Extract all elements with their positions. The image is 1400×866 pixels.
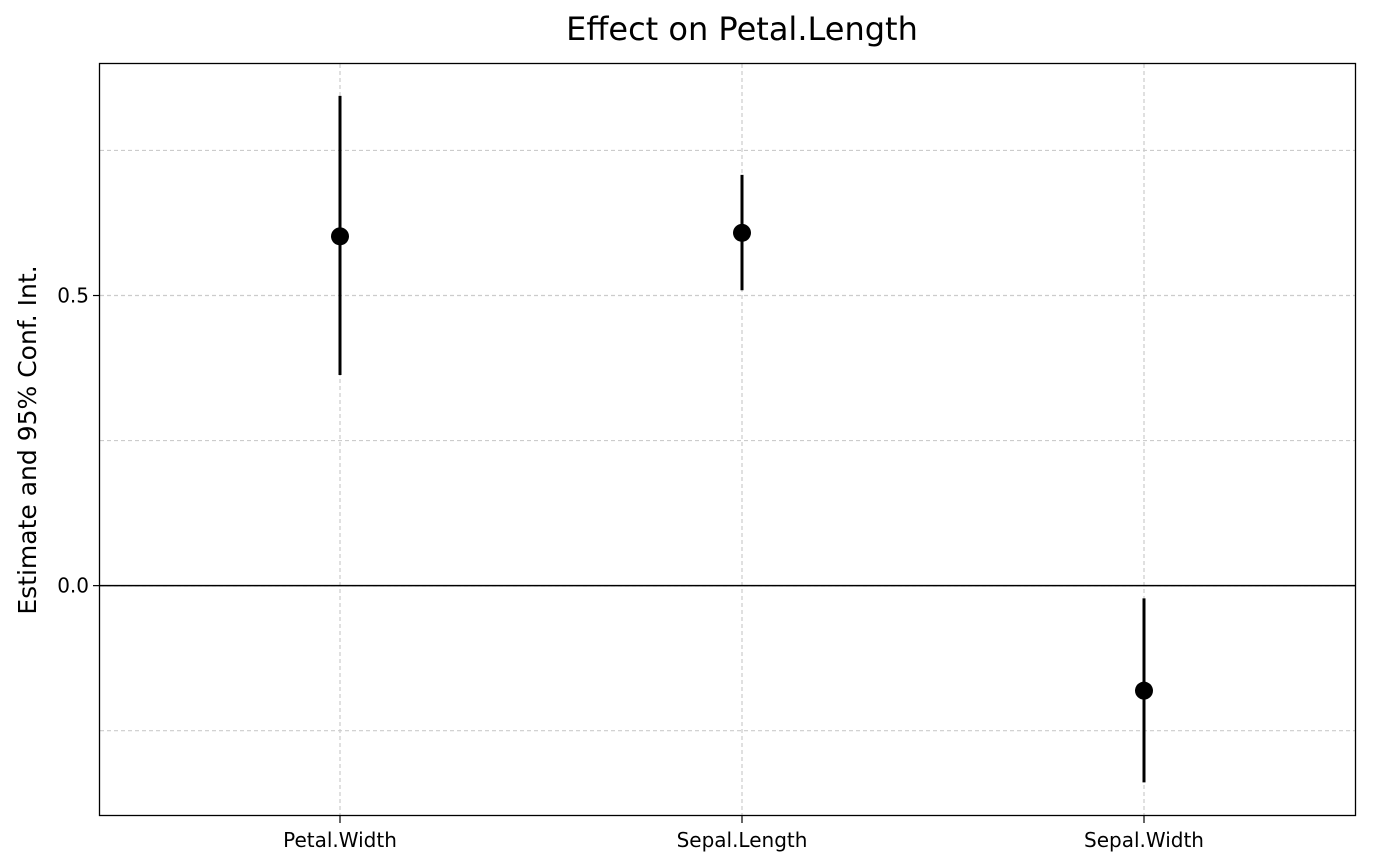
estimate-point-sepal-width (1135, 681, 1153, 700)
y-tick-label: 0.5 (57, 284, 89, 308)
confidence-intervals (338, 95, 1146, 783)
x-tick-label: Sepal.Width (1084, 828, 1204, 852)
chart-title: Effect on Petal.Length (566, 10, 918, 48)
y-tick-label: 0.0 (57, 574, 89, 598)
plot-frame (98, 62, 1357, 817)
x-tick-label: Sepal.Length (677, 828, 808, 852)
axis-ticks: 0.0 0.5 Petal.Width Sepal.Length Sepal.Width (57, 284, 1204, 852)
gridlines (100, 64, 1356, 816)
estimate-point-sepal-length (733, 223, 751, 242)
y-axis-label: Estimate and 95% Conf. Int. (13, 265, 42, 614)
estimate-points (331, 223, 1153, 700)
estimate-point-petal-width (331, 227, 349, 246)
x-tick-label: Petal.Width (283, 828, 397, 852)
